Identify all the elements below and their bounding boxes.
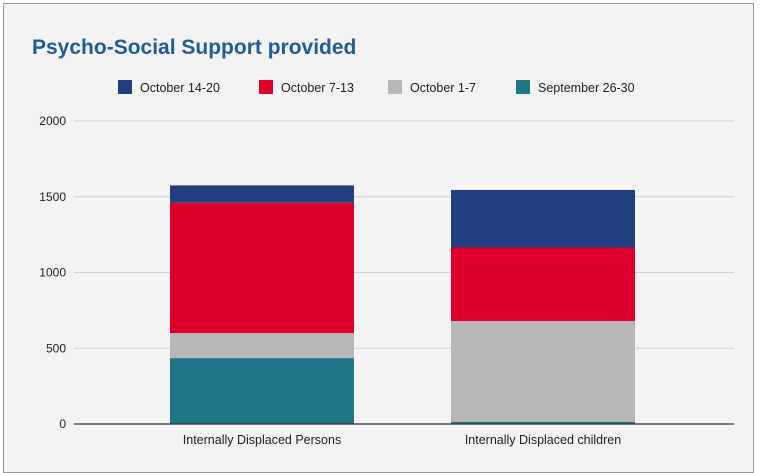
- x-tick-label: Internally Displaced Persons: [183, 433, 341, 447]
- bar-segment-september-26-30: [170, 358, 354, 424]
- bar-segment-october-1-7: [170, 333, 354, 359]
- bar-segment-october-1-7: [451, 320, 635, 422]
- legend: October 14-20 October 7-13 October 1-7 Sept…: [118, 80, 635, 95]
- bar-segment-october-14-20: [451, 189, 635, 248]
- x-tick-label: Internally Displaced children: [465, 433, 621, 447]
- bar-segment-october-14-20: [170, 185, 354, 203]
- y-tick-label: 0: [59, 417, 66, 431]
- chart-title: Psycho-Social Support provided: [32, 36, 357, 59]
- y-tick-label: 500: [46, 341, 66, 355]
- legend-label: October 7-13: [281, 81, 354, 95]
- bar-segment-october-7-13: [170, 202, 354, 334]
- y-tick-label: 2000: [39, 114, 66, 128]
- y-tick-label: 1000: [39, 266, 66, 280]
- bar-segment-september-26-30: [451, 421, 635, 424]
- y-tick-label: 1500: [39, 190, 66, 204]
- legend-swatch-september-26-30: [516, 80, 530, 94]
- bar-segment-october-7-13: [451, 247, 635, 321]
- bars: [170, 185, 635, 424]
- legend-swatch-october-1-7: [388, 80, 402, 94]
- legend-label: October 14-20: [140, 81, 220, 95]
- legend-swatch-october-7-13: [259, 80, 273, 94]
- axes: 0 500 1000 1500 2000 Internally Displaced Per…: [39, 114, 734, 447]
- legend-label: October 1-7: [410, 81, 476, 95]
- legend-swatch-october-14-20: [118, 80, 132, 94]
- legend-label: September 26-30: [538, 81, 635, 95]
